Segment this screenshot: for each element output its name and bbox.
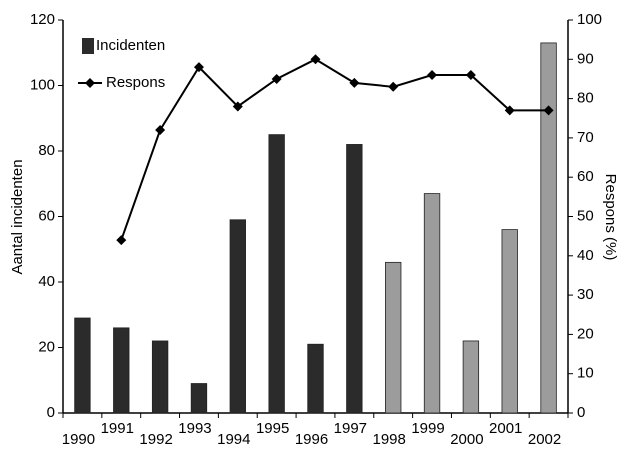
bar [151,340,169,414]
y-tick-label: 120 [30,11,55,28]
x-tick-label: 1995 [256,420,289,437]
y-tick-label: 40 [38,273,55,290]
x-tick-label: 1999 [411,420,444,437]
legend-label: Respons [106,74,165,91]
y-tick-label: 60 [38,207,55,224]
x-tick-label: 1998 [373,431,406,448]
line-marker [310,54,321,65]
bar [501,229,518,414]
legend-label: Incidenten [96,37,165,54]
bar [229,219,246,414]
y2-tick-label: 30 [577,286,594,303]
bar [190,383,208,414]
line-marker [427,70,438,81]
y-tick-label: 80 [38,142,55,159]
y2-tick-label: 60 [577,168,594,185]
bar [385,261,402,414]
x-tick-label: 2000 [450,431,483,448]
line-marker [504,105,515,116]
y2-tick-label: 50 [577,207,594,224]
line-marker [193,62,204,73]
y2-tick-label: 100 [577,11,602,28]
bar [462,340,480,414]
bar [423,193,441,414]
legend-marker [85,78,95,88]
bar [540,42,557,414]
bar [74,317,91,414]
y2-tick-label: 80 [577,90,594,107]
y2-axis-title: Respons (%) [602,174,619,261]
bar [268,134,285,414]
line-marker [155,125,166,136]
x-tick-label: 1990 [62,431,95,448]
x-tick-label: 1997 [334,420,367,437]
y-axis-title: Aantal incidenten [9,159,26,274]
y2-tick-label: 20 [577,325,594,342]
y-tick-label: 100 [30,76,55,93]
line-marker [543,105,554,116]
line-marker [232,101,243,112]
line-marker [465,70,476,81]
legend-swatch [82,38,94,54]
y2-tick-label: 70 [577,129,594,146]
x-tick-label: 2002 [528,431,561,448]
x-tick-label: 2001 [489,420,522,437]
x-tick-label: 1991 [101,420,134,437]
x-tick-label: 1994 [217,431,250,448]
y2-tick-label: 40 [577,247,594,264]
y2-tick-label: 0 [577,404,585,421]
y2-tick-label: 10 [577,365,594,382]
bar [113,327,130,414]
bar [307,343,324,414]
x-tick-label: 1992 [139,431,172,448]
x-tick-label: 1993 [178,420,211,437]
bar [346,144,363,414]
line-marker [388,81,399,92]
line [120,58,549,241]
line-marker [116,235,127,246]
y2-tick-label: 90 [577,50,594,67]
line-marker [349,77,360,88]
y-tick-label: 0 [47,404,55,421]
y-tick-label: 20 [38,338,55,355]
line-marker [271,73,282,84]
x-tick-label: 1996 [295,431,328,448]
